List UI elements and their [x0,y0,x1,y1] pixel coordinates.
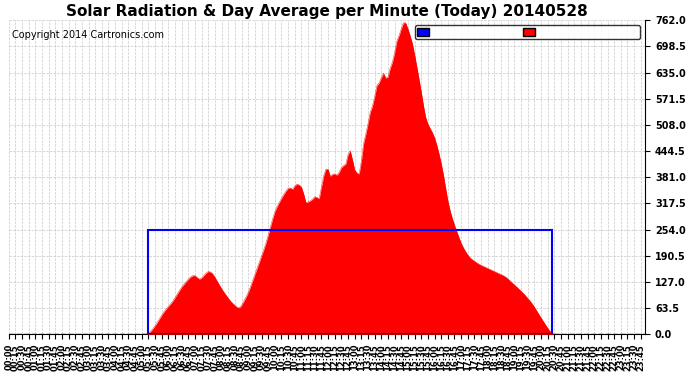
Legend: Median (W/m2), Radiation (W/m2): Median (W/m2), Radiation (W/m2) [415,25,640,39]
Title: Solar Radiation & Day Average per Minute (Today) 20140528: Solar Radiation & Day Average per Minute… [66,4,588,19]
Text: Copyright 2014 Cartronics.com: Copyright 2014 Cartronics.com [12,30,164,40]
Bar [148,230,552,334]
